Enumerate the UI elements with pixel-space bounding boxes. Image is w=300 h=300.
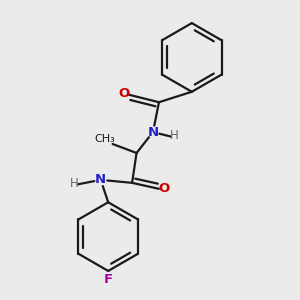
Text: CH₃: CH₃: [94, 134, 115, 144]
Text: H: H: [70, 177, 79, 190]
Text: O: O: [159, 182, 170, 195]
Text: H: H: [170, 130, 179, 142]
Text: F: F: [103, 273, 113, 286]
Text: N: N: [147, 126, 158, 139]
Text: N: N: [95, 173, 106, 186]
Text: O: O: [118, 87, 129, 100]
